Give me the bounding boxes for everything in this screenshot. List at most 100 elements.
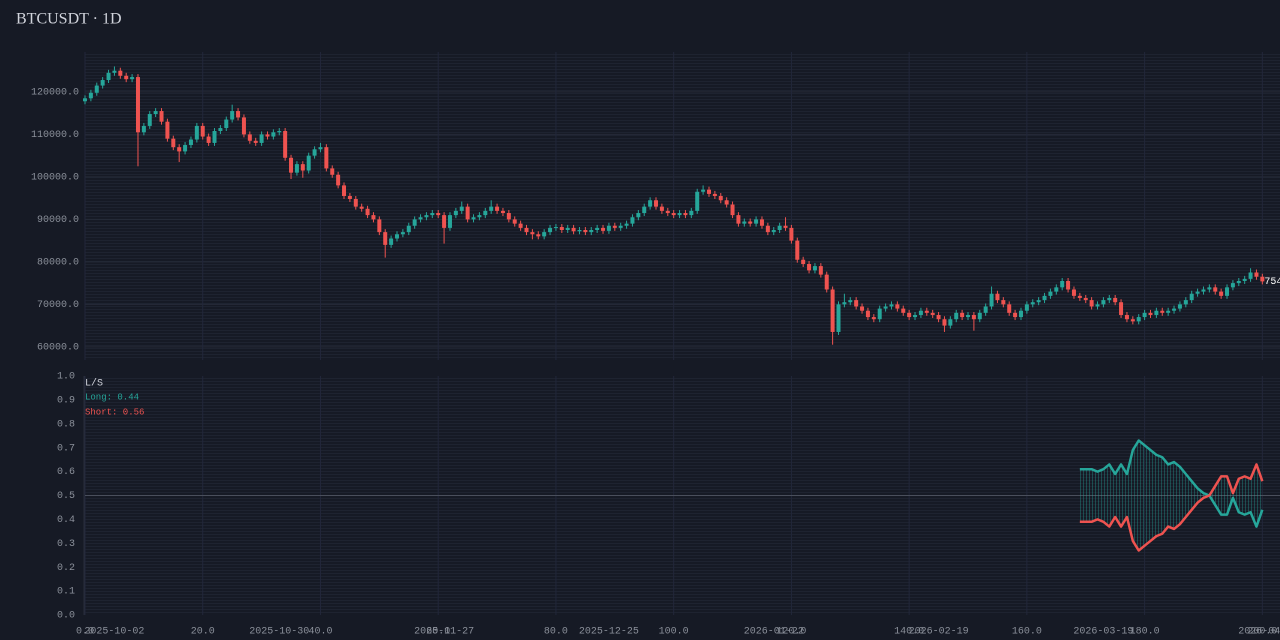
candle-body	[1242, 278, 1247, 281]
candle-body	[236, 111, 241, 118]
candle-body	[942, 319, 947, 326]
candle-body	[565, 227, 570, 231]
ls-title: L/S	[85, 378, 103, 390]
y-tick-label: 0.8	[57, 419, 75, 430]
candle-body	[836, 304, 841, 332]
candle-body	[141, 125, 146, 133]
candle-body	[365, 208, 370, 216]
candle-body	[954, 312, 959, 320]
candle-body	[306, 155, 311, 171]
candle-body	[418, 217, 423, 220]
candle-body	[294, 164, 299, 173]
candle-body	[1154, 310, 1159, 315]
candle-body	[1107, 297, 1112, 301]
candle-body	[183, 145, 188, 152]
candle-body	[400, 232, 405, 235]
candle-body	[1219, 291, 1224, 296]
candle-body	[695, 191, 700, 211]
candle-body	[759, 219, 764, 226]
candle-body	[1172, 308, 1177, 311]
candle-body	[165, 121, 170, 139]
candle-body	[595, 227, 600, 231]
candle-body	[124, 75, 129, 80]
x-tick-label: 100.0	[659, 627, 689, 638]
candle-body	[200, 125, 205, 137]
candle-body	[989, 293, 994, 307]
candle-body	[436, 213, 441, 216]
candle-body	[277, 131, 282, 133]
candle-body	[300, 164, 305, 171]
candle-body	[1048, 291, 1053, 296]
candle-body	[1095, 304, 1100, 307]
candle-body	[1071, 289, 1076, 296]
candle-body	[948, 319, 953, 326]
candle-body	[212, 131, 217, 143]
candle-body	[283, 131, 288, 158]
candle-body	[783, 225, 788, 228]
candle-body	[877, 308, 882, 320]
candle-body	[1177, 304, 1182, 309]
candle-body	[471, 217, 476, 220]
candle-body	[342, 185, 347, 197]
date-tick-label: 2026-02-19	[909, 627, 969, 638]
y-tick-label: 1.0	[57, 372, 75, 383]
y-tick-label: 0.1	[57, 587, 75, 598]
x-tick-label: 180.0	[1130, 627, 1160, 638]
candle-body	[677, 213, 682, 216]
candle-body	[106, 72, 111, 81]
candle-body	[1236, 280, 1241, 284]
candle-body	[118, 70, 123, 76]
candle-body	[983, 306, 988, 313]
candle-body	[1260, 276, 1265, 282]
x-tick-label: 20.0	[191, 627, 215, 638]
candle-body	[1213, 287, 1218, 292]
candle-body	[1124, 314, 1129, 320]
candle-body	[88, 92, 93, 99]
candle-body	[500, 210, 505, 214]
candle-body	[389, 238, 394, 245]
candle-body	[748, 221, 753, 224]
chart-title: BTCUSDT · 1D	[16, 11, 122, 28]
candle-body	[812, 266, 817, 271]
candle-body	[971, 314, 976, 320]
y-tick-label: 0.4	[57, 515, 75, 526]
candle-body	[665, 210, 670, 214]
candle-body	[394, 234, 399, 239]
y-tick-label: 0.5	[57, 491, 75, 502]
candle-body	[153, 111, 158, 115]
candle-body	[913, 314, 918, 318]
candle-body	[936, 314, 941, 320]
candle-body	[671, 213, 676, 216]
candle-body	[1189, 293, 1194, 301]
candle-body	[271, 132, 276, 137]
candle-body	[188, 139, 193, 146]
candle-body	[1148, 312, 1153, 315]
candle-body	[901, 308, 906, 313]
candle-body	[218, 128, 223, 132]
candle-body	[1119, 302, 1124, 315]
candle-body	[130, 77, 135, 80]
candle-body	[865, 310, 870, 318]
price-panel-bg	[85, 52, 1280, 360]
candle-body	[1207, 287, 1212, 290]
candle-body	[1089, 300, 1094, 307]
candle-body	[583, 230, 588, 233]
candle-body	[1230, 283, 1235, 288]
candle-body	[312, 149, 317, 156]
candle-body	[289, 157, 294, 173]
legend-entry: Long: 0.44	[85, 392, 139, 402]
date-tick-label: 2026-04-16	[1238, 627, 1280, 638]
candle-body	[459, 206, 464, 211]
candle-body	[330, 168, 335, 175]
x-tick-label: 80.0	[544, 627, 568, 638]
y-tick-label: 110000.0	[31, 130, 79, 141]
candle-body	[624, 223, 629, 226]
x-tick-label: 140.0	[894, 627, 924, 638]
last-price-label: 75400.0	[1264, 277, 1280, 288]
candle-body	[848, 300, 853, 303]
candle-body	[559, 227, 564, 231]
candle-body	[347, 196, 352, 199]
candle-body	[1024, 304, 1029, 311]
candle-body	[442, 215, 447, 228]
y-tick-label: 0.6	[57, 467, 75, 478]
